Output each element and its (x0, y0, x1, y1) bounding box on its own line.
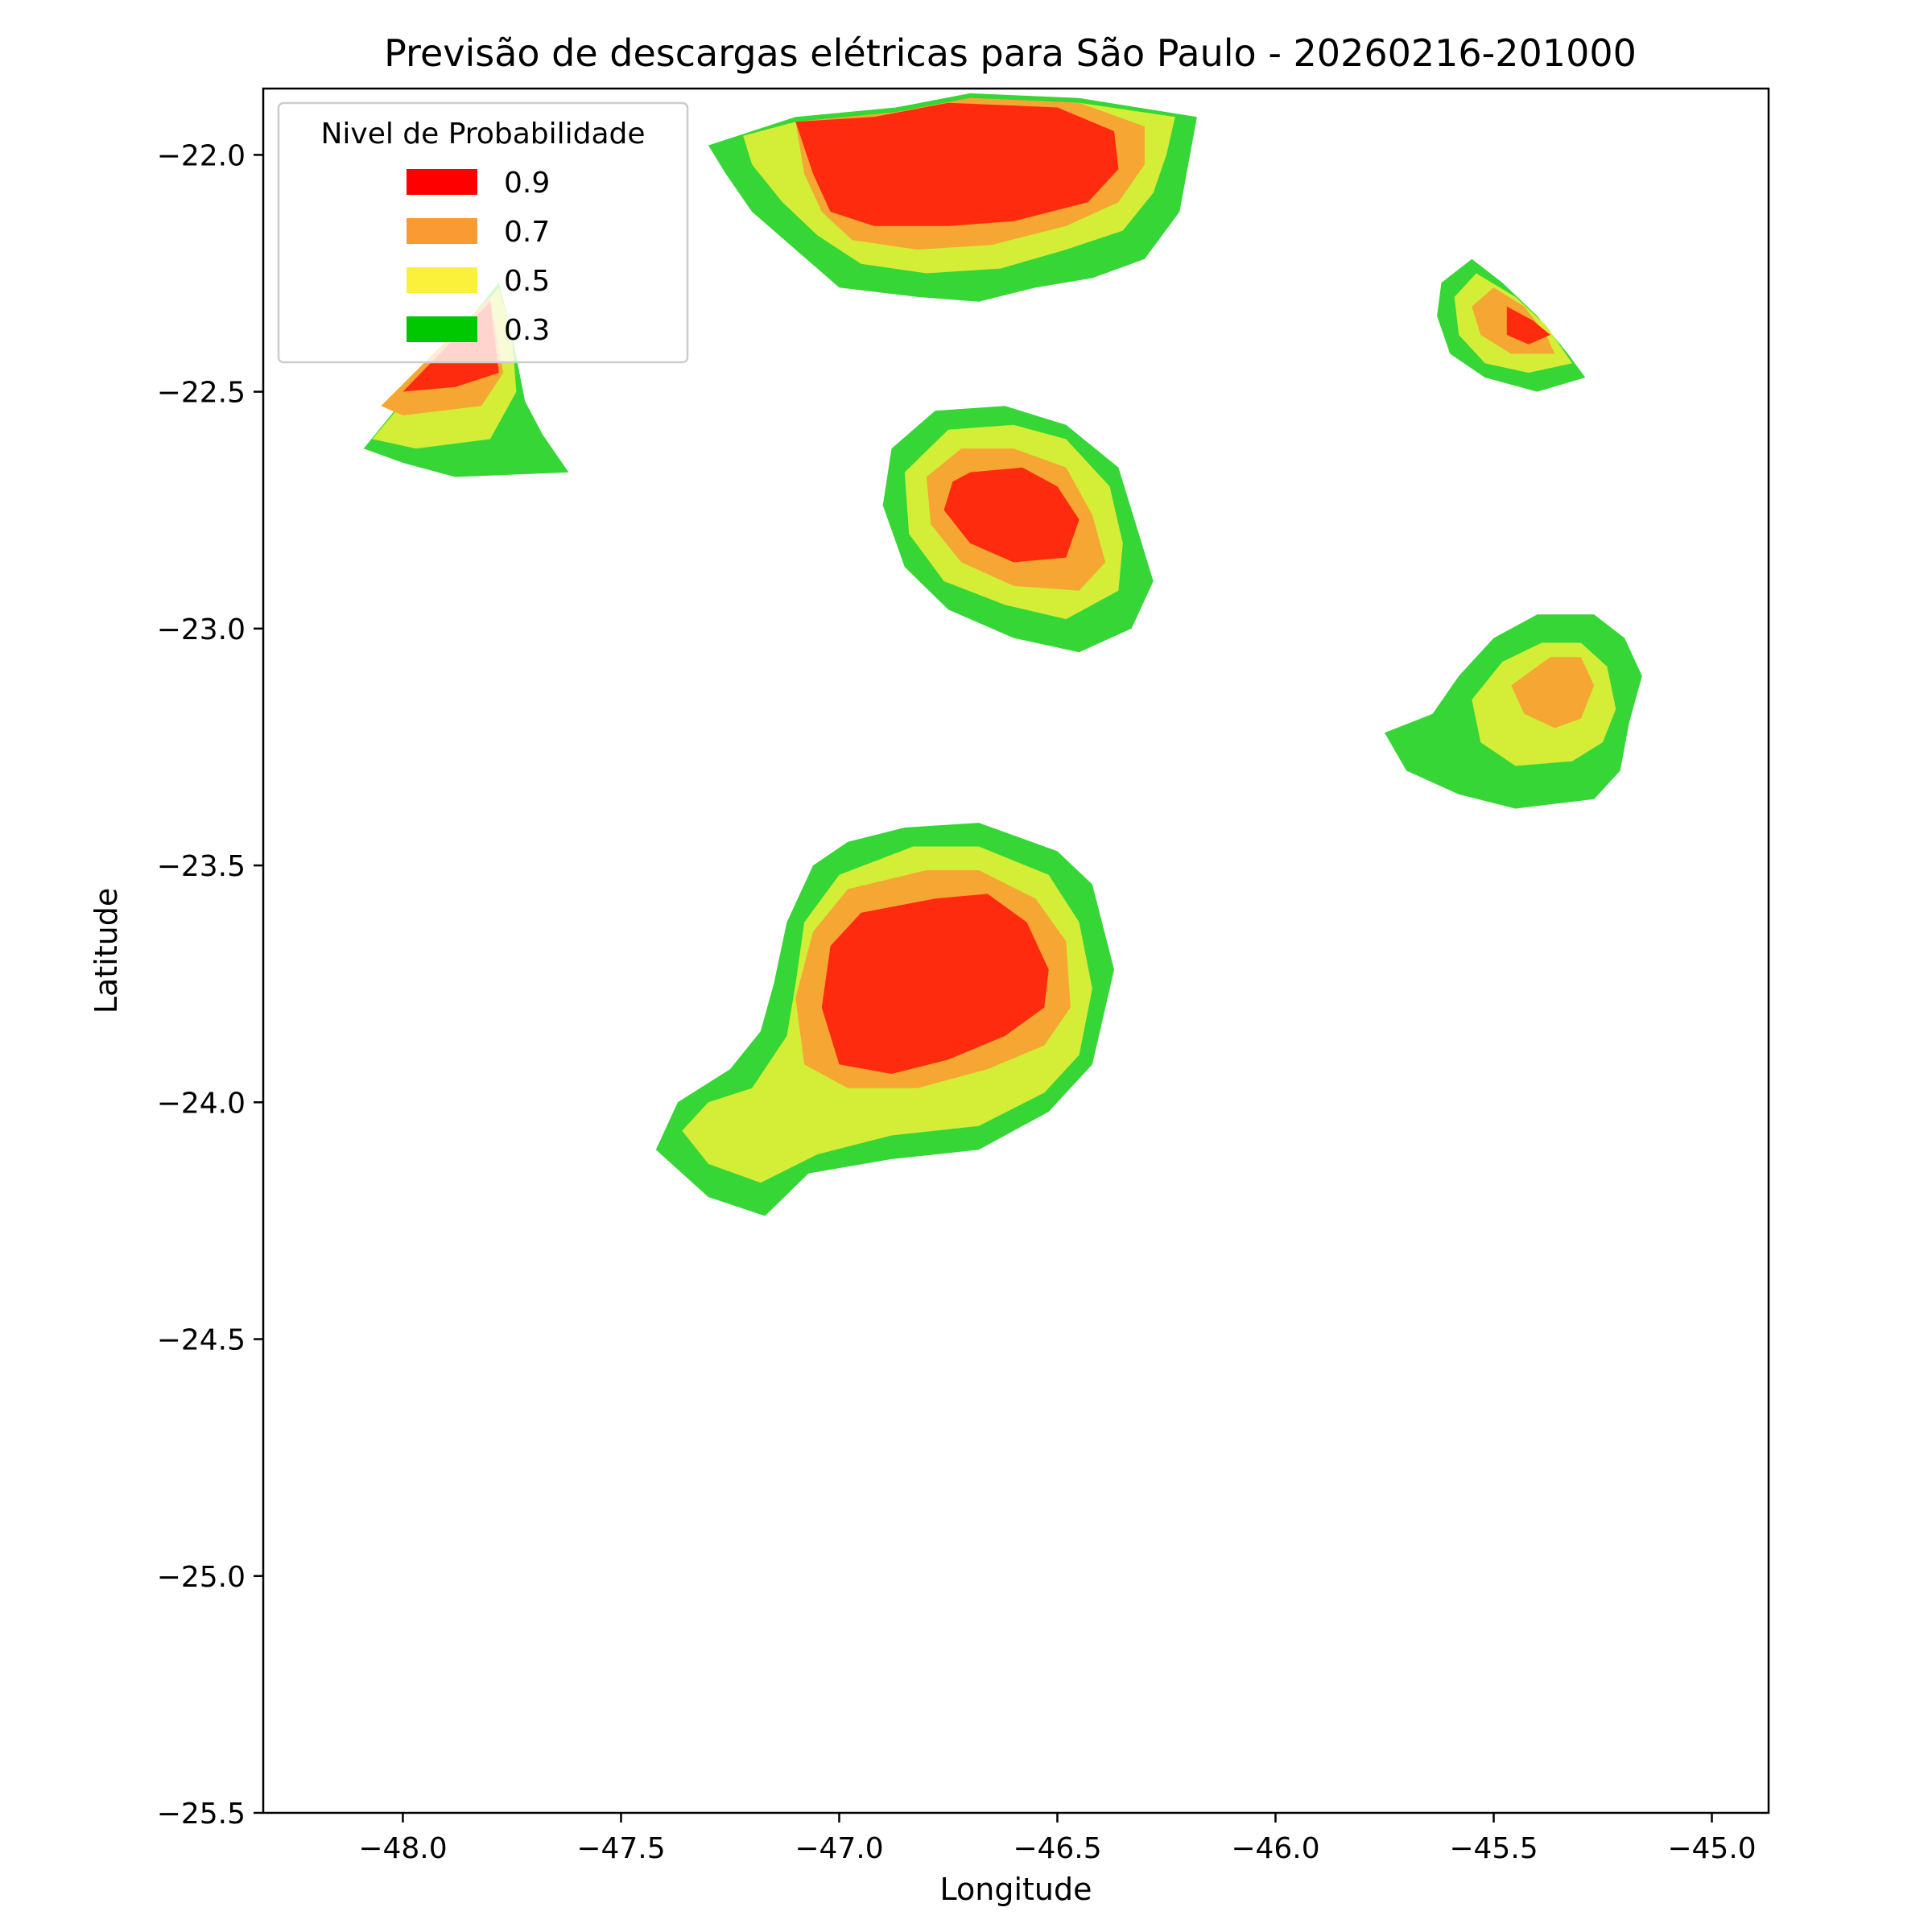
legend-label: 0.3 (504, 314, 550, 347)
contour-level-0-9 (1506, 306, 1550, 345)
x-tick-label: −46.5 (1013, 1832, 1101, 1865)
y-tick-label: −24.0 (157, 1087, 246, 1120)
x-tick-label: −47.0 (795, 1832, 883, 1865)
y-tick-label: −25.0 (157, 1561, 246, 1594)
contour-level-0-9 (943, 467, 1080, 563)
x-tick-label: −46.0 (1231, 1832, 1319, 1865)
contour-level-0-7 (1511, 657, 1595, 729)
region-north (708, 93, 1197, 302)
legend-swatch (407, 218, 477, 244)
legend-label: 0.5 (504, 265, 550, 298)
y-tick-label: −23.0 (157, 613, 246, 646)
legend-swatch (407, 316, 477, 342)
contour-level-0-9 (795, 102, 1119, 226)
x-tick-label: −45.5 (1449, 1832, 1538, 1865)
region-east (1385, 614, 1642, 809)
x-tick-label: −45.0 (1667, 1832, 1756, 1865)
x-tick-label: −48.0 (358, 1832, 447, 1865)
y-axis: −22.0 −22.5 −23.0 −23.5 −24.0 −24.5 −25.0 −25.5 (157, 139, 263, 1831)
plot-frame (262, 87, 1770, 1814)
y-axis-label: Latitude (89, 888, 124, 1013)
legend: Nivel de Probabilidade 0.9 0.7 0.5 0.3 (277, 101, 689, 364)
y-tick-label: −22.5 (157, 377, 246, 410)
region-northeast (1437, 258, 1586, 392)
legend-swatch (407, 267, 477, 293)
y-tick-label: −22.0 (157, 139, 246, 172)
legend-box (277, 101, 689, 364)
y-tick-label: −24.5 (157, 1324, 246, 1357)
legend-title: Nivel de Probabilidade (320, 118, 645, 151)
y-tick-label: −25.5 (157, 1798, 246, 1831)
region-center (882, 406, 1154, 653)
legend-swatch (407, 169, 477, 195)
region-south (655, 823, 1114, 1216)
legend-label: 0.7 (504, 216, 550, 249)
x-tick-label: −47.5 (576, 1832, 665, 1865)
y-tick-label: −23.5 (157, 850, 246, 883)
legend-label: 0.9 (504, 167, 550, 200)
x-axis: −48.0 −47.5 −47.0 −46.5 −46.0 −45.5 −45.0 (358, 1813, 1757, 1865)
contour-level-0-9 (821, 894, 1049, 1074)
x-axis-label: Longitude (940, 1872, 1092, 1907)
chart-title: Previsão de descargas elétricas para São… (384, 31, 1637, 75)
